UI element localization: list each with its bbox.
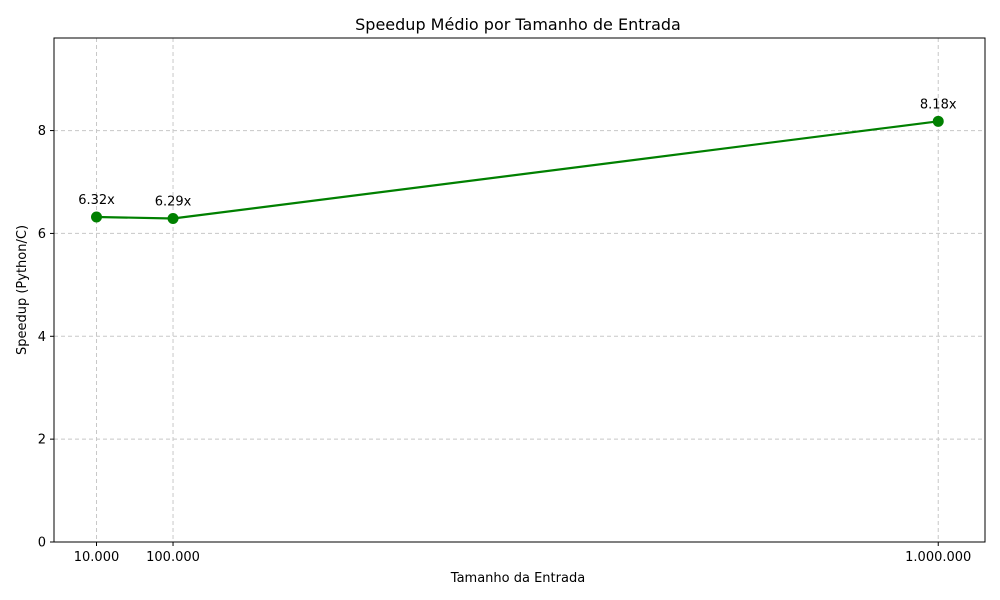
- data-point-0-0: [91, 211, 103, 223]
- x-axis-label: Tamanho da Entrada: [450, 571, 585, 586]
- y-axis-label: Speedup (Python/C): [15, 225, 30, 355]
- plot-frame: [53, 37, 986, 543]
- data-label-0-0: 6.32x: [78, 193, 115, 208]
- y-tick-label-1: 2: [38, 433, 46, 448]
- x-tick-label-1: 100.000: [146, 550, 200, 565]
- axes: 10.000 100.000 1.000.000 0 2 4 6 8: [38, 37, 986, 565]
- x-tick-label-2: 1.000.000: [905, 550, 971, 565]
- data-label-0-2: 8.18x: [920, 97, 957, 112]
- series-line-0: [96, 120, 939, 220]
- y-tick-label-0: 0: [38, 536, 46, 551]
- chart-title: Speedup Médio por Tamanho de Entrada: [355, 15, 681, 34]
- data-labels: 6.32x 6.29x 8.18x: [78, 97, 957, 209]
- grid-lines: [54, 38, 985, 542]
- y-tick-label-4: 8: [38, 124, 46, 139]
- data-point-0-1: [167, 213, 179, 225]
- x-tick-label-0: 10.000: [74, 550, 120, 565]
- y-tick-label-3: 6: [38, 227, 46, 242]
- y-tick-label-2: 4: [38, 330, 46, 345]
- data-point-0-2: [932, 115, 944, 127]
- data-label-0-1: 6.29x: [155, 195, 192, 210]
- series-layer: [91, 115, 944, 225]
